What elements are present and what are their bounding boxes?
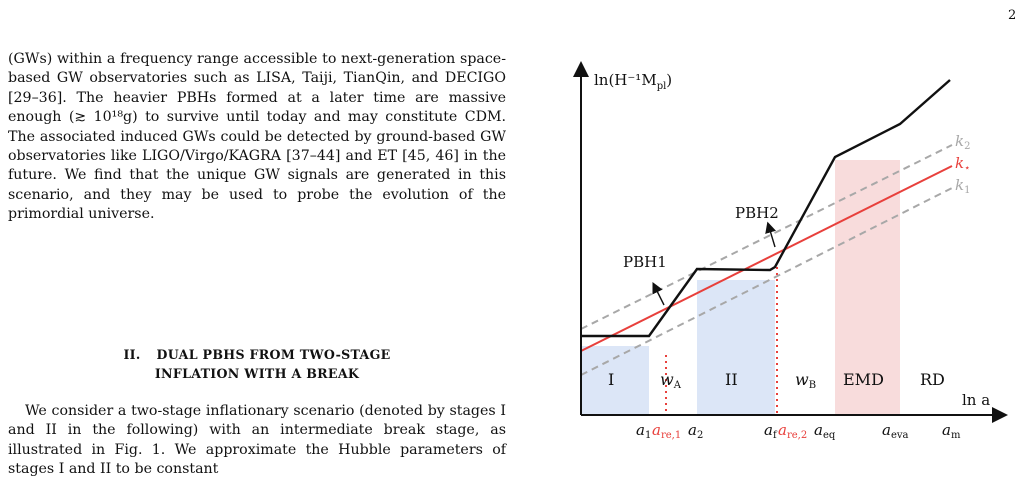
section-title-line2: INFLATION WITH A BREAK <box>154 366 360 381</box>
label-kstar: k⋆ <box>955 154 970 174</box>
label-pbh1: PBH1 <box>623 253 667 271</box>
tick-are1: are,1 <box>652 421 681 441</box>
label-wA: wA <box>660 370 682 391</box>
section-heading: II. DUAL PBHS FROM TWO-STAGE INFLATION WI… <box>8 345 506 383</box>
tick-af: af <box>764 421 778 441</box>
stage-II-region <box>697 280 775 415</box>
page-number: 2 <box>1008 8 1017 23</box>
emd-region <box>835 160 900 415</box>
y-axis-label: ln(H⁻¹Mpl) <box>594 71 672 92</box>
body-paragraph: We consider a two-stage inflationary sce… <box>8 403 506 478</box>
x-axis-label: ln a <box>962 391 990 409</box>
pbh1-arrow <box>652 281 665 306</box>
tick-a1: a1 <box>636 421 651 441</box>
k1-line <box>580 187 953 376</box>
left-column: (GWs) within a frequency range accessibl… <box>8 50 506 225</box>
label-pbh2: PBH2 <box>735 204 779 222</box>
k2-line <box>580 144 953 330</box>
label-k2: k2 <box>955 132 970 152</box>
tick-am: am <box>942 421 961 441</box>
hubble-curve <box>581 79 951 338</box>
label-stage-II: II <box>725 370 738 389</box>
label-stage-I: I <box>608 370 614 389</box>
stage-I-region <box>581 346 649 415</box>
label-k1: k1 <box>955 176 970 196</box>
tick-aeq: aeq <box>814 421 836 441</box>
section-number: II. <box>123 347 141 362</box>
figure-1-diagram: ln(H⁻¹Mpl) ln a I wA II wB EMD RD PBH1 P… <box>573 61 1008 441</box>
tick-a2: a2 <box>688 421 703 441</box>
kstar-line <box>580 165 953 352</box>
label-rd: RD <box>920 370 945 389</box>
pbh2-arrow <box>765 221 776 248</box>
figure-1: ln(H⁻¹Mpl) ln a I wA II wB EMD RD PBH1 P… <box>560 55 1008 447</box>
label-emd: EMD <box>843 370 884 389</box>
tick-aeva: aeva <box>882 421 909 441</box>
tick-are2: are,2 <box>778 421 807 441</box>
section-title-line1: DUAL PBHS FROM TWO-STAGE <box>156 347 391 362</box>
intro-paragraph: (GWs) within a frequency range accessibl… <box>8 51 506 223</box>
label-wB: wB <box>795 370 816 391</box>
